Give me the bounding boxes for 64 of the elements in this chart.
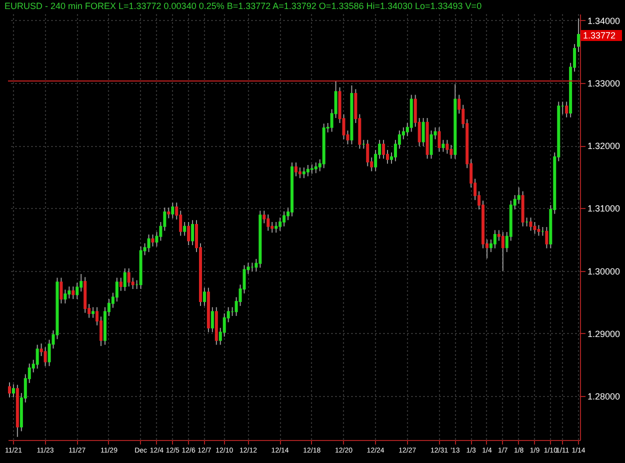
y-tick-label: 1.29000 [588,329,620,339]
candlestick [36,344,39,370]
candlestick [533,221,536,234]
candlestick [422,117,425,147]
candlestick [72,286,75,300]
candlestick [310,164,314,174]
candlestick [151,234,154,247]
candlestick [382,139,386,160]
candlestick [274,221,278,234]
candlestick [179,210,182,236]
candlestick [442,139,445,152]
candlestick [266,214,270,232]
candlestick [147,234,150,253]
candlestick [262,210,266,224]
candlestick [450,144,453,160]
candlestick [76,282,79,300]
candlestick [565,101,568,118]
candlestick [298,166,302,179]
candlestick [222,312,226,338]
candlestick [123,268,126,292]
candlestick [294,162,298,177]
candlestick [282,210,286,227]
y-tick-label: 1.34000 [588,16,620,26]
candlestick [187,221,190,246]
candlestick [115,277,118,302]
candlestick [12,384,15,398]
candlestick [446,139,449,154]
candlestick [44,346,47,367]
candlestick [64,289,67,304]
candlestick [119,277,122,292]
candlestick [366,139,370,167]
y-tick-label: 1.32000 [588,141,620,152]
y-tick-label: 1.30000 [588,266,620,276]
candlestick [183,221,186,236]
candlestick [501,232,504,272]
y-tick-label: 1.33000 [588,78,620,88]
candlestick [545,226,548,249]
candlestick [60,277,63,304]
candlestick [517,187,520,204]
candlestick [306,164,310,177]
candlestick [314,162,318,174]
y-tick-label: 1.28000 [588,392,620,402]
candlestick [278,217,282,232]
candlestick [8,382,11,398]
candlestick [430,130,433,160]
candlestick [167,207,170,219]
candlestick [537,224,540,236]
candlestick [438,126,441,152]
candlestick [80,273,83,292]
candlestick [210,306,214,333]
candlestick [171,202,174,219]
candlestick [302,166,306,179]
candlestick [270,221,274,234]
candlestick [577,18,580,53]
candlestick [202,287,206,306]
candlestick [529,217,532,232]
chart-title: EURUSD - 240 min FOREX L=1.33772 0.00340 0.25% B=1.33772 A=1.33792 O=1.33586 Hi=1.34030 Lo=1.33493 V=0 [4,1,482,11]
candlestick [92,306,95,318]
text: 1.33772 [583,30,616,40]
candlestick [493,230,496,249]
candlestick [191,220,194,246]
candlestick [127,268,130,288]
y-tick-label: 1.31000 [588,204,620,214]
candlestick [68,286,71,299]
